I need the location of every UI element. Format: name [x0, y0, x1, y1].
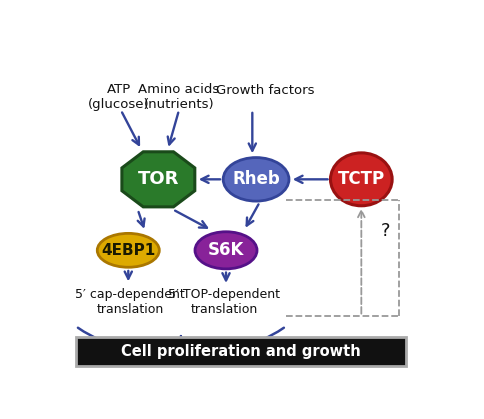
Text: Amino acids
(nutrients): Amino acids (nutrients) [138, 83, 219, 111]
Text: ?: ? [380, 222, 390, 240]
Text: TCTP: TCTP [337, 171, 384, 188]
Text: Rheb: Rheb [232, 171, 279, 188]
Ellipse shape [97, 233, 159, 267]
Text: 5′ cap-dependent
translation: 5′ cap-dependent translation [75, 288, 185, 316]
Text: TOR: TOR [137, 171, 179, 188]
Text: S6K: S6K [207, 241, 243, 259]
Text: 5′ TOP-dependent
translation: 5′ TOP-dependent translation [168, 288, 280, 316]
Circle shape [330, 153, 392, 206]
Text: 4EBP1: 4EBP1 [101, 243, 155, 258]
Polygon shape [121, 152, 195, 207]
Text: Growth factors: Growth factors [216, 84, 314, 97]
Ellipse shape [223, 158, 288, 201]
Ellipse shape [195, 232, 257, 269]
Text: Cell proliferation and growth: Cell proliferation and growth [121, 344, 360, 360]
Text: ATP
(glucose): ATP (glucose) [88, 83, 150, 111]
FancyBboxPatch shape [76, 337, 406, 367]
